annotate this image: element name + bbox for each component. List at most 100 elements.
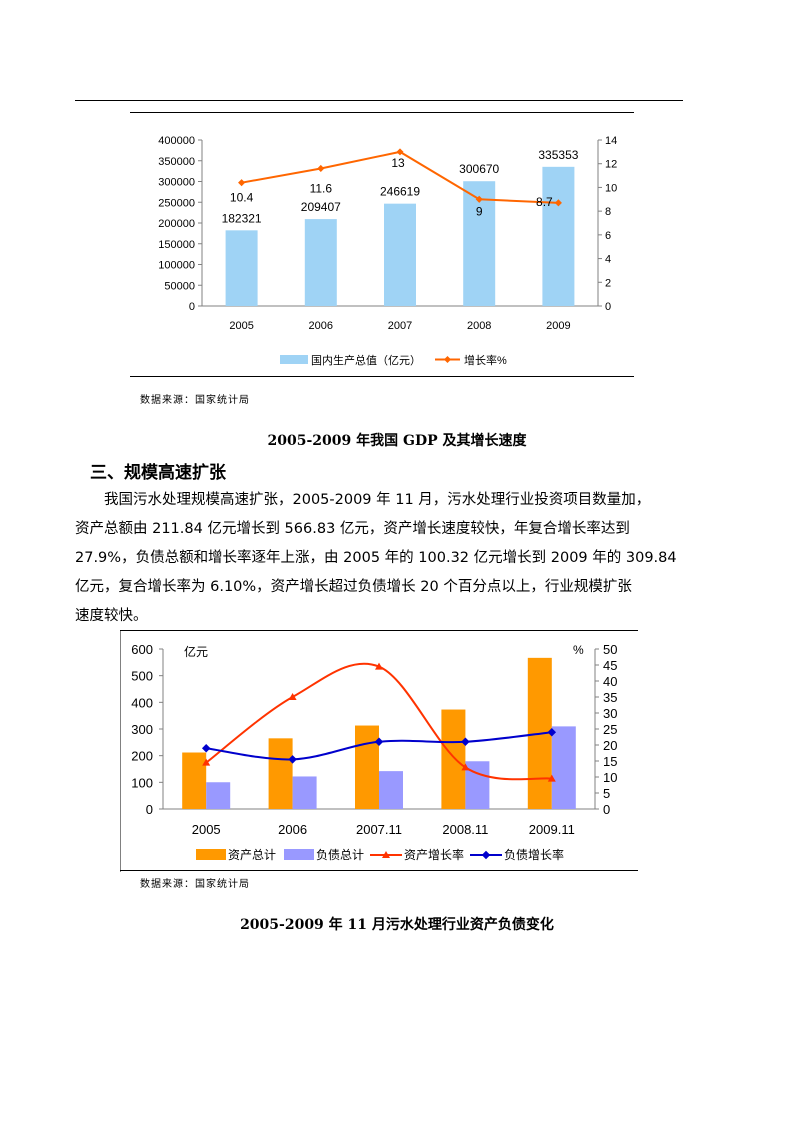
- right-tick-label: 45: [603, 658, 617, 673]
- right-tick-label: 12: [605, 159, 617, 171]
- left-tick-label: 50000: [164, 280, 195, 292]
- left-tick-label: 400: [131, 695, 153, 710]
- legend-gdp-swatch: [280, 355, 308, 364]
- left-unit-label: 亿元: [184, 644, 208, 659]
- x-tick-label: 2008: [467, 320, 491, 332]
- right-tick-label: 10: [605, 182, 617, 194]
- liability-bar: [292, 776, 317, 809]
- page-header-rule: [75, 100, 683, 101]
- x-tick-label: 2006: [309, 320, 333, 332]
- left-tick-label: 0: [189, 301, 195, 313]
- liability-growth-point: [374, 737, 384, 747]
- left-tick-label: 300000: [158, 177, 195, 189]
- x-tick-label: 2009.11: [529, 822, 575, 837]
- gdp-bar-label: 300670: [459, 162, 499, 176]
- gdp-bar-label: 209407: [301, 200, 341, 214]
- legend-asset-growth-label: 资产增长率: [404, 847, 464, 862]
- left-tick-label: 100000: [158, 260, 195, 272]
- right-tick-label: 20: [603, 738, 617, 753]
- left-tick-label: 350000: [158, 156, 195, 168]
- asset-growth-point: [461, 763, 470, 771]
- legend-liability-growth-marker: [481, 850, 491, 860]
- right-tick-label: 25: [603, 722, 617, 737]
- asset-growth-point: [375, 662, 383, 670]
- legend-gdp-label: 国内生产总值（亿元）: [311, 353, 421, 367]
- growth-label: 8.7: [536, 195, 553, 209]
- liability-bar: [551, 726, 576, 809]
- liability-growth-point: [201, 743, 211, 753]
- right-tick-label: 14: [605, 135, 617, 147]
- growth-point: [317, 164, 325, 172]
- chart2-caption: 2005-2009 年 11 月污水处理行业资产负债变化: [240, 917, 554, 933]
- right-tick-label: 5: [603, 786, 610, 801]
- legend-growth-label: 增长率%: [464, 353, 507, 367]
- source-note-1: 数据来源：国家统计局: [140, 395, 250, 406]
- right-tick-label: 15: [603, 754, 617, 769]
- growth-label: 13: [391, 156, 405, 170]
- x-tick-label: 2009: [546, 320, 570, 332]
- right-tick-label: 6: [605, 230, 611, 242]
- chart1-caption: 2005-2009 年我国 GDP 及其增长速度: [267, 433, 527, 449]
- legend-liability-growth-label: 负债增长率: [504, 847, 564, 862]
- liability-bar: [379, 771, 403, 809]
- right-tick-label: 10: [603, 770, 617, 785]
- left-tick-label: 200000: [158, 218, 195, 230]
- legend-asset-swatch: [196, 849, 226, 860]
- asset-bar: [355, 725, 379, 809]
- right-tick-label: 30: [603, 706, 617, 721]
- liability-growth-point: [461, 737, 470, 747]
- left-tick-label: 200: [131, 749, 153, 764]
- paragraph-line: 速度较快。: [75, 608, 148, 624]
- right-tick-label: 2: [605, 277, 611, 289]
- gdp-chart: 0 50000 100000 150000 200000 250000 300000 3500…: [130, 112, 634, 377]
- gdp-bar-label: 335353: [538, 148, 578, 162]
- source-note-2: 数据来源：国家统计局: [140, 879, 250, 890]
- legend-liability-label: 负债总计: [316, 848, 364, 862]
- legend-growth-marker: [443, 355, 452, 364]
- paragraph-line: 我国污水处理规模高速扩张，2005-2009 年 11 月，污水处理行业投资项目…: [75, 492, 651, 508]
- gdp-bar: [304, 219, 337, 306]
- right-tick-label: 0: [603, 802, 610, 817]
- gdp-bar: [542, 166, 575, 306]
- right-tick-label: 50: [603, 642, 617, 657]
- right-tick-label: 40: [603, 674, 617, 689]
- right-tick-label: 0: [605, 301, 611, 313]
- right-tick-label: 8: [605, 206, 611, 218]
- liability-growth-point: [288, 755, 297, 764]
- x-tick-label: 2005: [192, 822, 221, 837]
- liability-bar: [206, 782, 231, 809]
- left-tick-label: 150000: [158, 239, 195, 251]
- gdp-bar-label: 182321: [222, 211, 262, 225]
- left-tick-label: 250000: [158, 197, 195, 209]
- paragraph-line: 资产总额由 211.84 亿元增长到 566.83 亿元，资产增长速度较快，年复…: [75, 521, 630, 537]
- right-unit-label: %: [573, 643, 584, 657]
- left-tick-label: 0: [146, 802, 153, 817]
- asset-bar: [268, 738, 293, 809]
- growth-label: 9: [476, 204, 483, 218]
- legend-liability-swatch: [284, 849, 314, 860]
- growth-label: 10.4: [230, 191, 254, 205]
- right-tick-label: 4: [605, 254, 611, 266]
- asset-bar: [182, 752, 207, 809]
- right-tick-label: 35: [603, 690, 617, 705]
- asset-growth-point: [547, 774, 556, 782]
- left-tick-label: 500: [131, 669, 153, 684]
- x-tick-label: 2008.11: [442, 822, 488, 837]
- asset-growth-point: [202, 758, 211, 766]
- growth-point: [396, 148, 404, 156]
- x-tick-label: 2006: [278, 822, 307, 837]
- left-tick-label: 100: [131, 775, 153, 790]
- left-tick-label: 300: [131, 722, 153, 737]
- growth-point: [238, 179, 246, 187]
- x-tick-label: 2007.11: [356, 822, 402, 837]
- body-paragraph: 我国污水处理规模高速扩张，2005-2009 年 11 月，污水处理行业投资项目…: [75, 486, 693, 631]
- assets-liabilities-chart: 010020030040050060005101520253035404550亿…: [120, 630, 638, 872]
- growth-point: [475, 195, 483, 203]
- asset-bar: [441, 709, 466, 809]
- left-tick-label: 400000: [158, 135, 195, 147]
- gdp-bar: [225, 230, 258, 306]
- paragraph-line: 27.9%，负债总额和增长率逐年上涨，由 2005 年的 100.32 亿元增长…: [75, 550, 677, 566]
- legend-asset-label: 资产总计: [228, 848, 276, 862]
- section-heading: 三、规模高速扩张: [90, 463, 226, 483]
- x-tick-label: 2005: [229, 320, 253, 332]
